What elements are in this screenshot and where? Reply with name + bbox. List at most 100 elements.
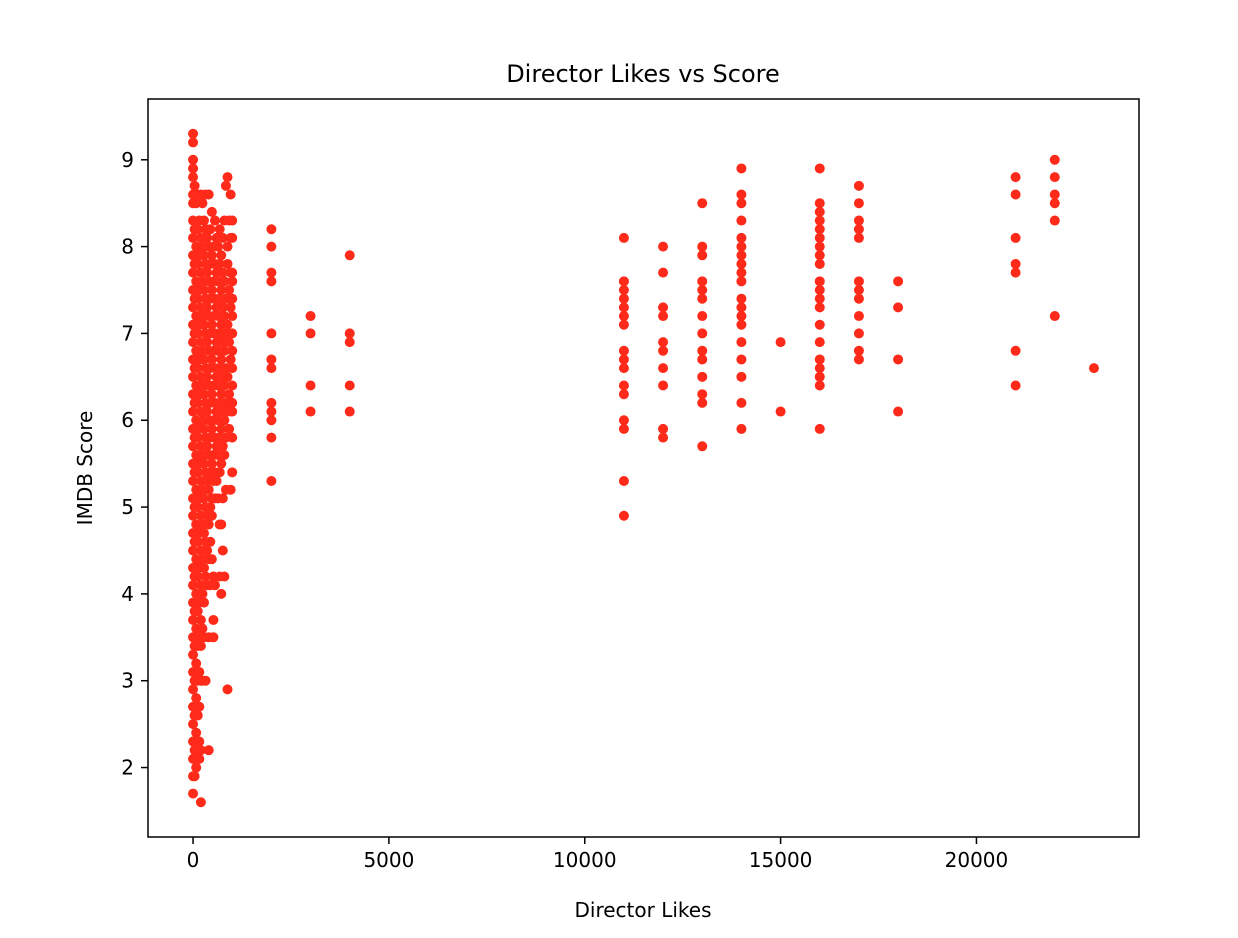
data-point [853, 311, 864, 322]
data-point [214, 258, 225, 269]
data-point [305, 406, 316, 417]
data-point [192, 293, 203, 304]
data-point [814, 371, 825, 382]
data-point [222, 319, 233, 330]
data-point [192, 467, 203, 478]
data-point [200, 571, 211, 582]
data-point [814, 285, 825, 296]
data-point [697, 293, 708, 304]
data-point [188, 614, 199, 625]
data-point [618, 311, 629, 322]
data-point [658, 380, 669, 391]
data-point [658, 337, 669, 348]
data-point [1010, 172, 1021, 183]
data-point [736, 232, 747, 243]
data-point [206, 250, 217, 261]
x-tick-label: 10000 [553, 848, 617, 872]
data-point [1010, 232, 1021, 243]
data-point [194, 667, 205, 678]
data-point [853, 215, 864, 226]
data-point [197, 623, 208, 634]
data-point [658, 267, 669, 278]
data-point [206, 206, 217, 217]
data-point [266, 354, 277, 365]
data-point [227, 467, 238, 478]
data-point [199, 597, 210, 608]
data-point [697, 328, 708, 339]
data-point [344, 406, 355, 417]
data-point [227, 380, 238, 391]
data-point [203, 745, 214, 756]
data-point [217, 493, 228, 504]
data-point [219, 449, 230, 460]
data-point [206, 510, 217, 521]
data-point [206, 354, 217, 365]
data-point [658, 345, 669, 356]
data-point [1049, 154, 1060, 165]
data-point [227, 267, 238, 278]
data-point [217, 302, 228, 313]
data-point [199, 319, 210, 330]
data-point [189, 180, 200, 191]
data-point [814, 380, 825, 391]
data-point [658, 302, 669, 313]
data-point [266, 363, 277, 374]
data-point [194, 753, 205, 764]
data-point [202, 267, 213, 278]
data-point [697, 397, 708, 408]
data-point [736, 311, 747, 322]
data-point [224, 389, 235, 400]
data-point [853, 198, 864, 209]
data-point [191, 762, 202, 773]
data-point [208, 632, 219, 643]
data-point [224, 337, 235, 348]
data-point [266, 432, 277, 443]
data-point [618, 232, 629, 243]
data-point [219, 415, 230, 426]
data-point [203, 519, 214, 530]
data-point [225, 484, 236, 495]
data-point [853, 180, 864, 191]
data-point [219, 571, 230, 582]
data-point [1049, 215, 1060, 226]
y-tick-label: 9 [121, 148, 134, 172]
data-point [344, 380, 355, 391]
data-point [658, 423, 669, 434]
data-point [217, 545, 228, 556]
data-point [736, 276, 747, 287]
data-point [658, 311, 669, 322]
data-point [199, 528, 210, 539]
data-point [697, 371, 708, 382]
data-point [736, 258, 747, 269]
data-point [736, 293, 747, 304]
y-tick-label: 8 [121, 235, 134, 259]
data-point [205, 536, 216, 547]
data-point [192, 328, 203, 339]
y-tick-label: 4 [121, 582, 134, 606]
data-point [219, 311, 230, 322]
data-point [775, 406, 786, 417]
data-point [199, 285, 210, 296]
data-point [202, 232, 213, 243]
data-point [893, 406, 904, 417]
data-point [814, 258, 825, 269]
data-point [206, 423, 217, 434]
data-point [188, 302, 199, 313]
data-point [227, 345, 238, 356]
data-point [188, 580, 199, 591]
data-point [814, 319, 825, 330]
data-point [814, 224, 825, 235]
data-point [893, 302, 904, 313]
x-tick-label: 5000 [363, 848, 414, 872]
data-point [853, 232, 864, 243]
data-point [217, 267, 228, 278]
data-point [266, 328, 277, 339]
data-point [658, 241, 669, 252]
data-point [206, 319, 217, 330]
data-point [197, 588, 208, 599]
data-point [188, 441, 199, 452]
data-point [1049, 311, 1060, 322]
data-point [736, 163, 747, 174]
data-point [188, 684, 199, 695]
